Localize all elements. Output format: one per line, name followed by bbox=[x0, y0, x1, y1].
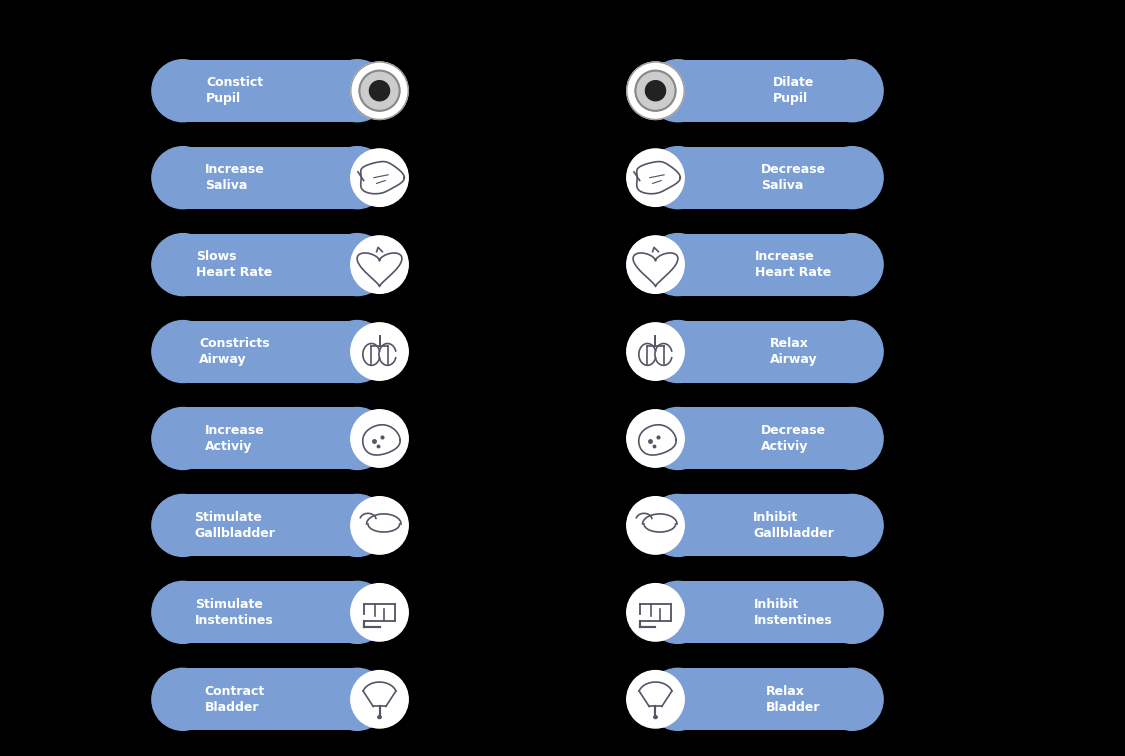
Ellipse shape bbox=[326, 147, 388, 209]
Ellipse shape bbox=[627, 323, 684, 380]
Ellipse shape bbox=[351, 497, 408, 554]
Ellipse shape bbox=[627, 236, 684, 293]
Ellipse shape bbox=[647, 321, 709, 383]
Ellipse shape bbox=[152, 60, 214, 122]
Ellipse shape bbox=[821, 407, 883, 469]
FancyBboxPatch shape bbox=[183, 581, 357, 643]
Ellipse shape bbox=[627, 62, 684, 119]
Text: Decrease
Activiy: Decrease Activiy bbox=[760, 424, 826, 453]
FancyBboxPatch shape bbox=[183, 147, 357, 209]
Ellipse shape bbox=[654, 716, 657, 718]
Text: Inhibit
Gallbladder: Inhibit Gallbladder bbox=[753, 511, 834, 540]
Ellipse shape bbox=[646, 81, 666, 101]
Ellipse shape bbox=[152, 581, 214, 643]
Ellipse shape bbox=[351, 62, 408, 119]
Ellipse shape bbox=[351, 323, 408, 380]
FancyBboxPatch shape bbox=[183, 668, 357, 730]
Ellipse shape bbox=[152, 494, 214, 556]
Ellipse shape bbox=[351, 149, 408, 206]
Ellipse shape bbox=[647, 234, 709, 296]
Text: Relax
Bladder: Relax Bladder bbox=[766, 685, 820, 714]
FancyBboxPatch shape bbox=[678, 581, 852, 643]
FancyBboxPatch shape bbox=[678, 147, 852, 209]
Ellipse shape bbox=[326, 581, 388, 643]
Text: Constict
Pupil: Constict Pupil bbox=[206, 76, 263, 105]
Ellipse shape bbox=[326, 407, 388, 469]
Text: Relax
Airway: Relax Airway bbox=[770, 337, 817, 366]
Ellipse shape bbox=[627, 410, 684, 467]
Ellipse shape bbox=[627, 149, 684, 206]
Text: Increase
Activiy: Increase Activiy bbox=[205, 424, 264, 453]
Ellipse shape bbox=[627, 497, 684, 554]
FancyBboxPatch shape bbox=[183, 234, 357, 296]
FancyBboxPatch shape bbox=[678, 668, 852, 730]
Ellipse shape bbox=[821, 581, 883, 643]
FancyBboxPatch shape bbox=[183, 60, 357, 122]
FancyBboxPatch shape bbox=[183, 407, 357, 469]
FancyBboxPatch shape bbox=[678, 60, 852, 122]
FancyBboxPatch shape bbox=[183, 494, 357, 556]
Ellipse shape bbox=[152, 234, 214, 296]
Text: Increase
Heart Rate: Increase Heart Rate bbox=[755, 250, 831, 279]
Ellipse shape bbox=[359, 70, 399, 111]
Ellipse shape bbox=[326, 321, 388, 383]
Text: Dilate
Pupil: Dilate Pupil bbox=[773, 76, 814, 105]
FancyBboxPatch shape bbox=[183, 321, 357, 383]
Ellipse shape bbox=[647, 60, 709, 122]
Ellipse shape bbox=[647, 494, 709, 556]
Ellipse shape bbox=[821, 60, 883, 122]
Ellipse shape bbox=[627, 584, 684, 641]
Text: Inhibit
Instentines: Inhibit Instentines bbox=[754, 598, 832, 627]
Ellipse shape bbox=[326, 494, 388, 556]
Ellipse shape bbox=[351, 584, 408, 641]
Text: Decrease
Saliva: Decrease Saliva bbox=[760, 163, 826, 192]
FancyBboxPatch shape bbox=[678, 321, 852, 383]
Ellipse shape bbox=[821, 234, 883, 296]
Text: Constricts
Airway: Constricts Airway bbox=[199, 337, 270, 366]
Ellipse shape bbox=[627, 671, 684, 728]
Ellipse shape bbox=[821, 147, 883, 209]
Text: Stimulate
Gallbladder: Stimulate Gallbladder bbox=[195, 511, 274, 540]
Ellipse shape bbox=[647, 668, 709, 730]
Ellipse shape bbox=[152, 147, 214, 209]
Ellipse shape bbox=[351, 671, 408, 728]
Ellipse shape bbox=[326, 234, 388, 296]
Text: Stimulate
Instentines: Stimulate Instentines bbox=[196, 598, 274, 627]
Ellipse shape bbox=[821, 321, 883, 383]
FancyBboxPatch shape bbox=[678, 494, 852, 556]
FancyBboxPatch shape bbox=[678, 407, 852, 469]
Text: Slows
Heart Rate: Slows Heart Rate bbox=[197, 250, 272, 279]
Text: Increase
Saliva: Increase Saliva bbox=[205, 163, 264, 192]
Ellipse shape bbox=[636, 70, 676, 111]
Ellipse shape bbox=[647, 147, 709, 209]
Ellipse shape bbox=[326, 668, 388, 730]
Ellipse shape bbox=[821, 494, 883, 556]
Text: Contract
Bladder: Contract Bladder bbox=[205, 685, 264, 714]
FancyBboxPatch shape bbox=[678, 234, 852, 296]
Ellipse shape bbox=[647, 407, 709, 469]
Ellipse shape bbox=[152, 321, 214, 383]
Ellipse shape bbox=[821, 668, 883, 730]
Ellipse shape bbox=[152, 668, 214, 730]
Ellipse shape bbox=[647, 581, 709, 643]
Ellipse shape bbox=[369, 81, 389, 101]
Ellipse shape bbox=[326, 60, 388, 122]
Ellipse shape bbox=[152, 407, 214, 469]
Ellipse shape bbox=[378, 716, 381, 718]
Ellipse shape bbox=[351, 410, 408, 467]
Ellipse shape bbox=[351, 236, 408, 293]
